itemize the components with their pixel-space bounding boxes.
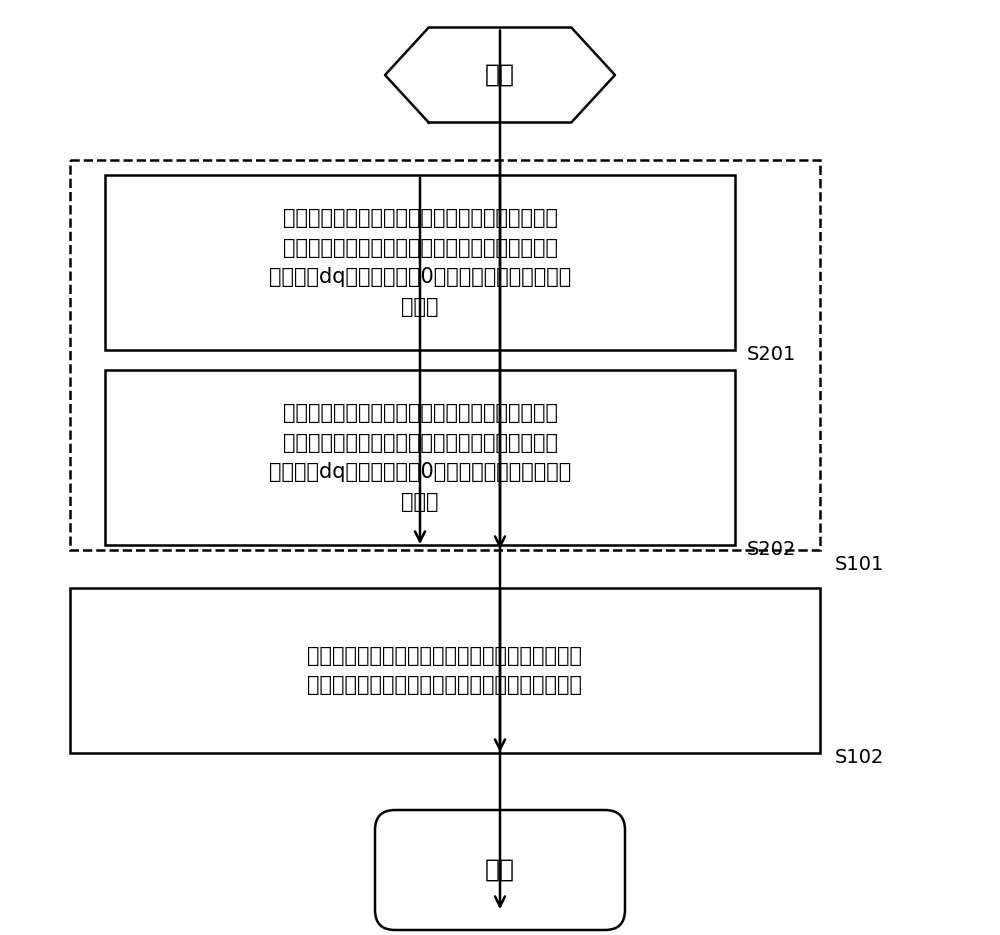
Bar [70,160,820,550]
Text: 依据正反两个方向所对应的电流环输出值以及初始
位置角的预设初始值，计算得到初始位置角标定值: 依据正反两个方向所对应的电流环输出值以及初始 位置角的预设初始值，计算得到初始位… [308,646,582,696]
Text: S101: S101 [835,555,884,574]
Text: S201: S201 [747,345,796,364]
Bar [70,588,820,753]
Text: 开始: 开始 [485,63,515,87]
Text: 控制测功机拖动永磁同步电机运行在正向上的特定
转速，并在电机控制器工作于电流环模式且永磁同
步电机的dq轴电流指令为0时，获取正向时的电流环
输出值: 控制测功机拖动永磁同步电机运行在正向上的特定 转速，并在电机控制器工作于电流环模… [269,209,571,317]
Text: S102: S102 [835,748,884,767]
Polygon shape [385,27,615,122]
Bar [105,175,735,350]
Text: 控制测功机拖动永磁同步电机运行在反向上的特定
转速，并在电机控制器工作于电流环模式且永磁同
步电机的dq轴电流指令为0时，获取反向时的电流环
输出值: 控制测功机拖动永磁同步电机运行在反向上的特定 转速，并在电机控制器工作于电流环模… [269,403,571,511]
Bar [105,370,735,545]
Text: 结束: 结束 [485,858,515,882]
FancyBboxPatch shape [375,810,625,930]
Text: S202: S202 [747,540,796,559]
